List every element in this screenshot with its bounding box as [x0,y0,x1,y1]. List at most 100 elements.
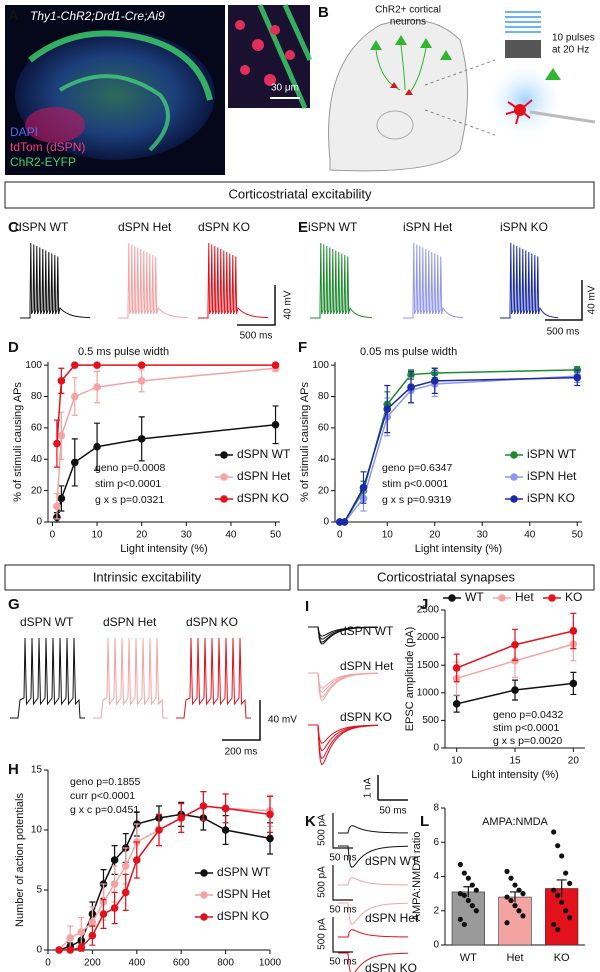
x-tick-label: 20 [136,530,148,541]
trace [93,637,168,719]
data-point [551,921,557,928]
data-point [457,861,463,868]
data-point [457,916,463,922]
data-point [77,943,86,952]
diagram-label: at 20 Hz [552,45,589,56]
data-point [340,518,349,526]
x-tick-label: 10 [382,530,394,541]
chart-title: 0.05 ms pulse width [360,346,457,358]
scale-label: 40 mV [587,285,598,314]
annotation: g x s p=0.9319 [382,494,451,506]
diagram-label: neurons [390,17,426,28]
y-tick-label: 5 [36,885,42,896]
bar [545,888,579,946]
data-point [465,875,471,881]
trace [338,825,409,834]
data-point [504,868,510,874]
annotation: stim p<0.0001 [382,478,448,490]
legend-marker [220,473,228,481]
scale-bar [545,280,583,321]
y-tick-label: 1000 [417,687,440,698]
y-axis-label: EPSC amplitude (pA) [404,627,416,732]
data-point [473,887,479,893]
panel-letter: E [298,219,308,236]
legend-marker [200,869,208,877]
annotation: g x s p=0.0020 [493,735,562,747]
error-bar [556,879,567,898]
x-tick-label: 0 [50,530,56,541]
trace-label: dSPN WT [20,615,74,629]
fiber-tract [58,74,170,152]
data-point [512,903,518,909]
data-point [133,856,141,864]
data-point [93,442,101,451]
series-line [58,813,271,951]
data-point [177,814,185,822]
data-point [563,870,569,876]
x-tick-label: 0 [45,958,51,969]
chr2-neurons [370,35,452,60]
data-point [569,679,578,688]
x-tick-label: 50 [270,530,282,541]
trace-label: dSPN KO [340,710,392,724]
data-point [452,664,461,672]
data-point [563,908,569,914]
legend-marker [548,594,556,602]
x-axis-label: Light intensity (%) [471,769,558,781]
data-point [457,891,463,897]
x-tick-label: KO [554,952,570,964]
panel-letter: F [298,339,307,356]
panel-letter: I [305,598,309,615]
scale-label: 40 mV [268,715,297,726]
x-tick-label: 0 [337,530,343,541]
channel-label: DAPI [10,125,38,139]
trace-label: dSPN WT [15,220,69,234]
data-point [221,826,230,834]
data-point [573,373,582,382]
scale-label: 200 ms [225,747,258,758]
data-point [266,810,274,819]
trace [310,242,373,319]
y-tick-label: 80 [31,391,43,402]
channel-label: ChR2-EYFP [10,155,76,169]
y-tick-label: 4 [433,871,439,882]
scale-bar [237,285,276,326]
data-point [555,843,561,849]
x-tick-label: 20 [568,756,580,767]
legend-label: dSPN KO [237,491,289,505]
trace-label: dSPN Het [103,615,157,629]
legend-label: Het [515,590,534,604]
scale-label: 50 ms [329,957,356,968]
trace-label: dSPN WT [340,624,394,638]
spn [390,82,413,95]
y-axis-label: % of stimuli causing APs [12,382,24,502]
legend-marker [200,913,208,921]
y-axis-label: Number of action potentials [14,793,26,927]
data-point [271,361,280,369]
data-point [66,934,74,942]
x-tick-label: 800 [217,958,234,969]
panel-letter: A [8,7,19,24]
y-tick-label: 0 [36,517,42,528]
data-point [516,908,522,914]
annotation: g x s p=0.0321 [95,494,164,506]
legend-label: dSPN KO [217,909,269,923]
series-line [56,367,276,507]
trace [176,637,251,719]
legend-label: iSPN KO [527,491,575,505]
y-tick-label: 60 [31,423,43,434]
trace [338,929,409,938]
data-point [461,870,467,876]
data-point [559,853,565,859]
panel-letter: D [8,339,19,356]
x-tick-label: 400 [128,958,145,969]
y-tick-label: 0 [433,743,439,754]
annotation: curr p<0.0001 [70,790,135,802]
data-point [504,894,510,900]
x-tick-label: 50 [572,530,584,541]
recorded-spn [505,99,533,125]
data-point [430,377,439,385]
y-tick-label: 60 [318,423,330,434]
data-point [520,913,526,919]
x-tick-label: 15 [509,756,521,767]
